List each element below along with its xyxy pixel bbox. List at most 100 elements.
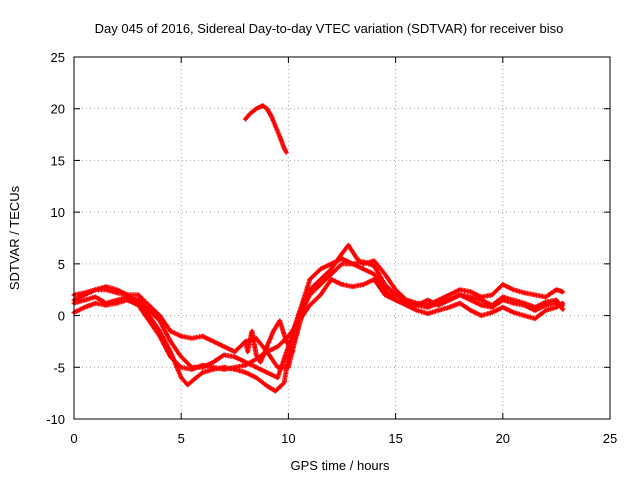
data-point bbox=[394, 288, 398, 292]
data-point bbox=[83, 298, 87, 302]
data-point bbox=[282, 146, 286, 150]
data-point bbox=[126, 293, 130, 297]
data-point bbox=[115, 288, 119, 292]
data-point bbox=[282, 381, 286, 385]
data-point bbox=[479, 298, 483, 302]
data-point bbox=[265, 370, 269, 375]
data-point bbox=[511, 301, 516, 305]
data-point bbox=[291, 350, 295, 354]
data-point bbox=[284, 339, 288, 343]
plot-frame bbox=[73, 56, 611, 420]
y-axis-label: SDTVAR / TECUs bbox=[7, 185, 22, 290]
data-point bbox=[436, 308, 441, 312]
data-point bbox=[136, 303, 140, 307]
data-point bbox=[201, 334, 205, 338]
data-point bbox=[93, 301, 97, 305]
data-point bbox=[284, 150, 288, 154]
data-point bbox=[147, 308, 151, 312]
data-point bbox=[273, 389, 278, 393]
data-point bbox=[147, 319, 151, 323]
data-point bbox=[490, 293, 494, 297]
data-point bbox=[104, 288, 108, 292]
data-point bbox=[544, 300, 548, 304]
data-point bbox=[211, 365, 215, 369]
x-tick-label: 20 bbox=[496, 431, 510, 446]
data-point bbox=[286, 334, 290, 338]
data-point bbox=[265, 345, 269, 349]
data-point bbox=[458, 301, 462, 305]
data-point bbox=[351, 285, 355, 289]
data-point bbox=[469, 308, 473, 312]
data-point bbox=[361, 282, 365, 287]
data-point bbox=[404, 301, 408, 305]
axis-ticks: 0 5 10 15 20 25 -10 -5 0 5 10 15 20 25 bbox=[46, 50, 617, 446]
data-point bbox=[211, 339, 215, 343]
series-track-6 bbox=[243, 103, 289, 155]
data-point bbox=[201, 370, 205, 375]
data-point bbox=[243, 370, 248, 375]
data-point bbox=[301, 308, 305, 312]
data-point bbox=[308, 288, 312, 292]
data-point bbox=[222, 345, 226, 349]
data-point bbox=[222, 353, 226, 357]
data-point bbox=[351, 262, 355, 266]
x-axis-label: GPS time / hours bbox=[291, 458, 390, 473]
x-tick-label: 0 bbox=[70, 431, 77, 446]
data-point bbox=[346, 243, 350, 247]
y-tick-label: 5 bbox=[58, 257, 65, 272]
data-point bbox=[254, 376, 258, 380]
data-point bbox=[522, 314, 526, 318]
data-point bbox=[254, 353, 258, 357]
data-point bbox=[355, 257, 359, 261]
data-point bbox=[340, 251, 344, 256]
data-point bbox=[243, 363, 248, 367]
data-point bbox=[447, 305, 451, 309]
data-point bbox=[501, 282, 505, 287]
data-point bbox=[147, 303, 151, 307]
data-point bbox=[265, 384, 269, 388]
data-point bbox=[276, 345, 280, 349]
data-point bbox=[340, 282, 344, 287]
data-point bbox=[372, 277, 376, 281]
data-point bbox=[179, 376, 183, 380]
data-point bbox=[276, 365, 280, 369]
data-point bbox=[319, 267, 323, 271]
data-point bbox=[246, 350, 250, 354]
data-point bbox=[361, 267, 365, 271]
data-point bbox=[561, 307, 565, 311]
data-point bbox=[254, 107, 258, 111]
data-point bbox=[243, 339, 248, 343]
data-point bbox=[319, 282, 323, 287]
data-point bbox=[261, 104, 265, 108]
data-point bbox=[201, 363, 205, 367]
data-point bbox=[222, 367, 226, 371]
data-point bbox=[511, 298, 516, 302]
data-point bbox=[168, 355, 173, 359]
data-point bbox=[254, 365, 258, 369]
data-point bbox=[329, 277, 333, 281]
data-point bbox=[361, 262, 365, 266]
data-point bbox=[426, 298, 430, 302]
data-point bbox=[426, 311, 430, 316]
data-point bbox=[533, 293, 537, 297]
data-point bbox=[458, 288, 462, 292]
data-point bbox=[490, 310, 494, 315]
data-point bbox=[179, 334, 183, 338]
data-point bbox=[233, 355, 237, 359]
data-point bbox=[329, 272, 333, 276]
data-point bbox=[511, 310, 516, 315]
data-point bbox=[372, 264, 376, 268]
x-tick-label: 10 bbox=[281, 431, 295, 446]
series-track-3 bbox=[71, 276, 566, 372]
data-point bbox=[329, 267, 333, 271]
data-point bbox=[93, 288, 97, 292]
data-point bbox=[233, 350, 237, 354]
data-point bbox=[554, 298, 559, 302]
data-point bbox=[233, 365, 237, 369]
data-point bbox=[319, 293, 323, 297]
data-point bbox=[544, 295, 548, 299]
data-point bbox=[243, 117, 248, 121]
y-tick-label: -5 bbox=[53, 360, 65, 375]
